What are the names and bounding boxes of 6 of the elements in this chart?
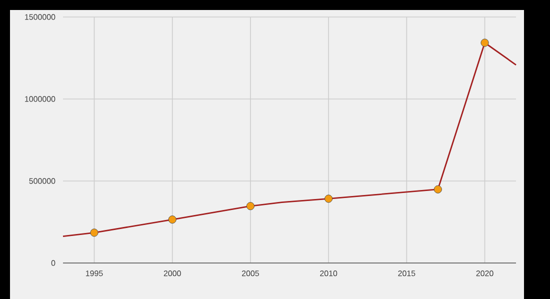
point [168, 216, 176, 224]
point [246, 202, 254, 210]
point [434, 185, 442, 194]
point [480, 38, 489, 47]
point [324, 194, 333, 203]
point [90, 228, 98, 237]
